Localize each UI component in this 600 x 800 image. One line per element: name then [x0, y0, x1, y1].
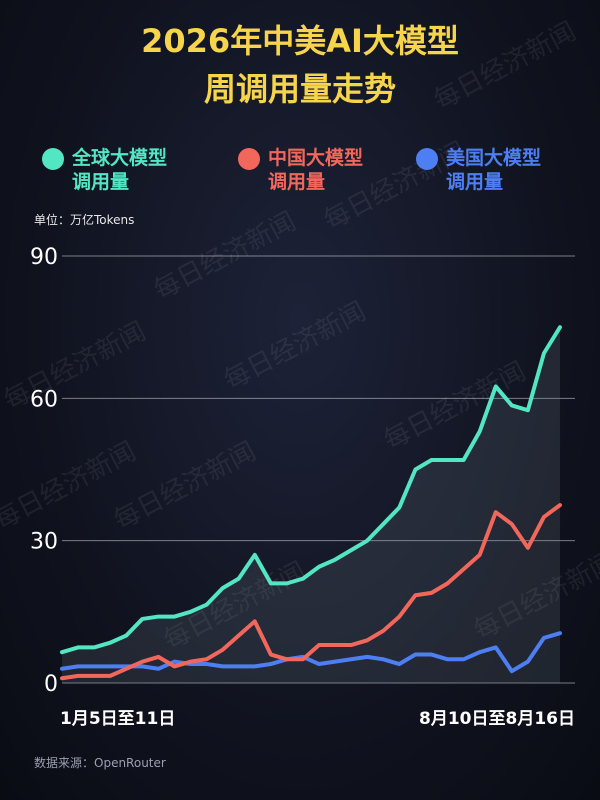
legend-item: 全球大模型调用量: [42, 146, 180, 194]
legend-item: 美国大模型调用量: [416, 146, 554, 194]
x-tick-label: 1月5日至11日: [60, 709, 175, 729]
series-line: [60, 503, 562, 681]
y-tick-label: 0: [44, 672, 58, 697]
legend-item: 中国大模型调用量: [238, 146, 376, 194]
source: 数据来源：OpenRouter: [34, 755, 166, 770]
watermark: 每日经济新闻: [0, 316, 151, 416]
legend-label: 全球大模型调用量: [72, 147, 168, 193]
legend-marker: [42, 148, 64, 170]
series-line: [60, 631, 562, 674]
series-line: [60, 325, 562, 655]
legend-marker: [238, 148, 260, 170]
area: [62, 327, 560, 683]
legend-marker: [416, 148, 438, 170]
legend-label: 美国大模型调用量: [446, 147, 542, 193]
x-tick-label: 8月10日至8月16日: [419, 709, 575, 729]
y-tick-label: 30: [30, 530, 58, 555]
chart-title: 周调用量走势: [204, 70, 396, 108]
chart-title: 2026年中美AI大模型: [141, 22, 459, 60]
legend-label: 中国大模型调用量: [268, 147, 364, 193]
unit-label: 单位：万亿Tokens: [34, 212, 134, 227]
y-tick-label: 90: [30, 245, 58, 270]
y-tick-label: 60: [30, 387, 58, 412]
watermark: 每日经济新闻: [219, 296, 371, 396]
